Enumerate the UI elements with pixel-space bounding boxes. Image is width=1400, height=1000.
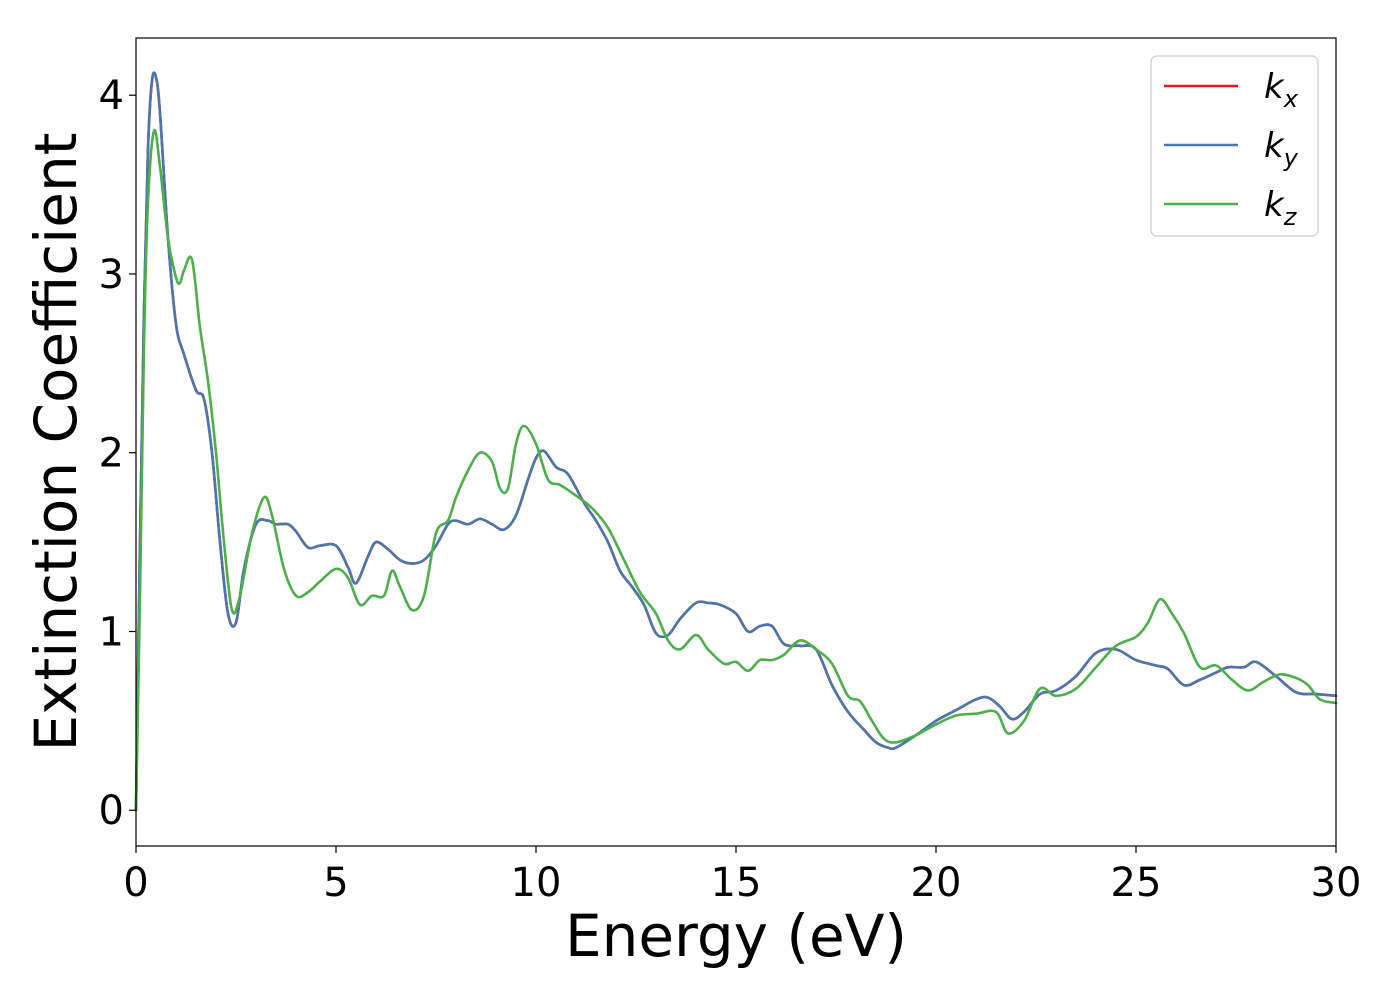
legend-label-subscript: z <box>1283 203 1298 231</box>
y-tick-label: 0 <box>99 788 124 834</box>
y-tick-label: 4 <box>99 73 124 119</box>
legend-label-base: k <box>1264 185 1285 225</box>
legend-label-base: k <box>1264 67 1285 107</box>
y-tick-label: 1 <box>99 609 124 655</box>
legend-label-kz: kz <box>1264 185 1298 231</box>
x-tick-label: 25 <box>1111 860 1162 906</box>
y-tick-label: 2 <box>99 431 124 477</box>
x-tick-label: 30 <box>1311 860 1362 906</box>
x-axis: 0 5 10 15 20 25 30 <box>123 846 1361 906</box>
legend-label-base: k <box>1264 126 1285 166</box>
y-axis-title: Extinction Coefficient <box>22 133 90 752</box>
series-line-kz <box>134 128 1338 812</box>
x-tick-label: 20 <box>911 860 962 906</box>
plot-background <box>136 38 1336 846</box>
x-tick-label: 5 <box>323 860 348 906</box>
y-tick-label: 3 <box>99 252 124 298</box>
x-tick-label: 15 <box>711 860 762 906</box>
series-line-ky <box>134 71 1338 812</box>
series-layer <box>134 71 1338 812</box>
x-tick-label: 10 <box>511 860 562 906</box>
legend-label-ky: ky <box>1264 126 1299 172</box>
x-tick-label: 0 <box>123 860 148 906</box>
legend-label-subscript: x <box>1283 85 1299 113</box>
y-axis: 0 1 2 3 4 <box>99 73 136 834</box>
legend-label-kx: kx <box>1264 67 1299 113</box>
legend-label-subscript: y <box>1283 144 1299 172</box>
x-axis-title: Energy (eV) <box>565 902 907 970</box>
